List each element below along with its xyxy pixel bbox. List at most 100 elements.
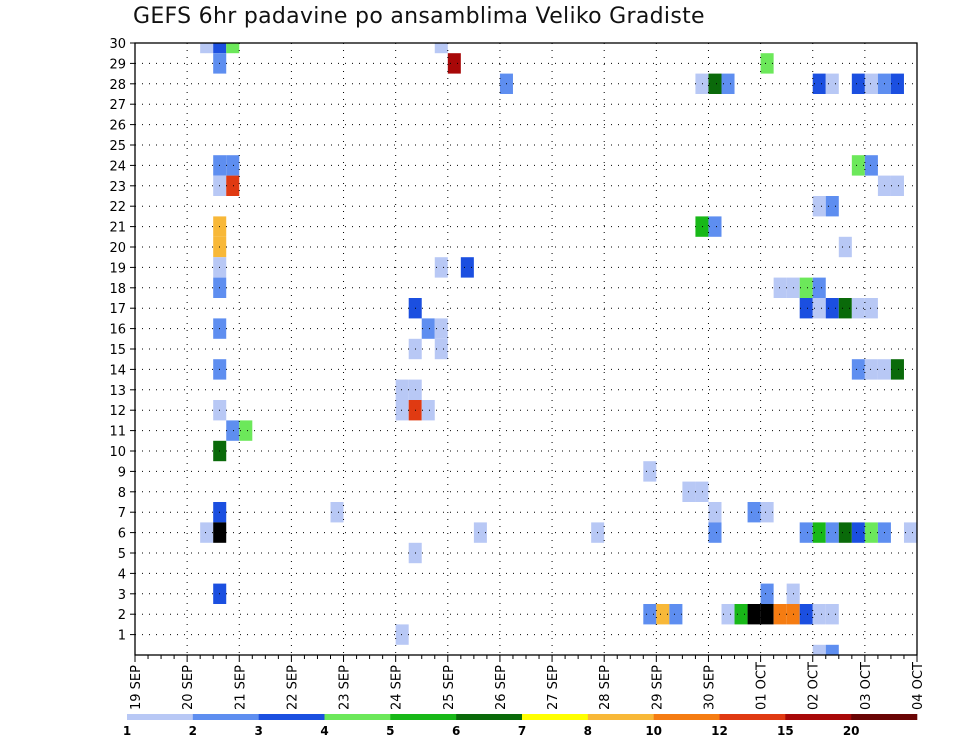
heatmap-cell (825, 196, 839, 217)
x-tick-label: 20 SEP (181, 665, 196, 710)
heatmap-cell (721, 604, 735, 625)
colorbar-segment (587, 714, 654, 720)
heatmap-cell (799, 604, 813, 625)
colorbar-segment (719, 714, 786, 720)
heatmap-cell (864, 298, 878, 319)
heatmap-cell (395, 624, 409, 645)
x-tick-label: 04 OCT (911, 662, 926, 710)
y-tick-label: 6 (118, 527, 126, 542)
x-tick-label: 03 OCT (859, 662, 874, 710)
colorbar-label: 1 (123, 724, 131, 738)
heatmap-cell (643, 461, 657, 482)
heatmap-cell (226, 175, 240, 196)
heatmap-cell (864, 73, 878, 94)
heatmap-cell (760, 53, 774, 74)
x-tick-label: 29 SEP (650, 665, 665, 710)
y-tick-label: 23 (109, 180, 126, 195)
x-tick-label: 19 SEP (129, 665, 144, 710)
heatmap-cell (838, 236, 852, 258)
heatmap-cell (812, 298, 826, 319)
colorbar-label: 3 (254, 724, 262, 738)
y-tick-label: 5 (118, 547, 126, 562)
x-axis: 19 SEP 20 SEP 21 SEP 22 SEP 23 SEP 24 SEP 25 S… (129, 655, 926, 710)
heatmap-cell (851, 73, 865, 94)
y-tick-label: 4 (118, 567, 126, 582)
heatmap-cell (421, 318, 435, 339)
heatmap-cell (434, 338, 448, 360)
heatmap-cell (799, 522, 813, 543)
colorbar-segment (127, 714, 194, 720)
colorbar-label: 15 (777, 724, 794, 738)
heatmap-cell (812, 73, 826, 94)
heatmap-cell (395, 400, 409, 421)
y-tick-label: 12 (109, 404, 126, 419)
x-tick-label: 24 SEP (390, 665, 405, 710)
heatmap-cell (812, 522, 826, 543)
heatmap-cell (760, 604, 774, 625)
colorbar-segment (522, 714, 589, 720)
heatmap-cell (812, 277, 826, 298)
heatmap-cell (890, 359, 904, 380)
heatmap-cell (773, 277, 787, 298)
y-tick-label: 3 (118, 588, 126, 603)
heatmap-cell (799, 277, 813, 298)
heatmap-cell (669, 604, 683, 625)
heatmap-cell (200, 522, 214, 543)
y-tick-label: 2 (118, 608, 126, 623)
chart-title: GEFS 6hr padavine po ansamblima Veliko G… (133, 4, 705, 29)
colorbar-label: 8 (584, 724, 592, 738)
heatmap-cell (330, 502, 344, 523)
heatmap-cell (643, 604, 657, 625)
x-tick-label: 02 OCT (807, 662, 822, 710)
plot-frame (134, 42, 918, 656)
heatmap-cell (760, 583, 774, 604)
heatmap-cell (747, 502, 761, 523)
heatmap-cell (812, 604, 826, 625)
colorbar-segment (653, 714, 720, 720)
colorbar-legend: 1 2 3 4 5 6 7 8 10 12 15 20 (123, 714, 918, 738)
x-tick-label: 27 SEP (546, 665, 561, 710)
x-tick-label: 30 SEP (703, 665, 718, 710)
y-tick-label: 25 (109, 139, 126, 154)
heatmap-cell (447, 53, 461, 74)
colorbar-segment (324, 714, 391, 720)
y-tick-label: 24 (109, 159, 126, 174)
heatmap-cell (760, 502, 774, 523)
y-axis: 1234567891011121314151617181920212223242… (109, 37, 135, 644)
colorbar-segment (785, 714, 852, 720)
y-tick-label: 27 (109, 98, 126, 113)
heatmap-cell (460, 257, 474, 278)
heatmap-cell (213, 43, 227, 54)
gridlines (135, 42, 917, 655)
heatmap-cell (851, 298, 865, 319)
y-tick-label: 18 (109, 282, 126, 297)
y-tick-label: 22 (109, 200, 126, 215)
heatmap-cell (747, 604, 761, 625)
colorbar-label: 10 (645, 724, 662, 738)
heatmap-cell (473, 522, 487, 543)
x-tick-label: 28 SEP (598, 665, 613, 710)
y-tick-label: 13 (109, 384, 126, 399)
heatmap-cell (708, 73, 722, 94)
heatmap-cell (200, 43, 214, 54)
y-tick-label: 15 (109, 343, 126, 358)
y-tick-label: 11 (109, 425, 126, 440)
heatmap-cell (395, 379, 409, 400)
colorbar-label: 4 (320, 724, 328, 738)
heatmap-cell (434, 43, 448, 54)
heatmap-cell (226, 155, 240, 176)
colorbar-label: 5 (386, 724, 394, 738)
heatmap-cell (812, 644, 826, 655)
heatmap-cell (825, 298, 839, 319)
heatmap-cell (226, 43, 240, 54)
x-tick-label: 22 SEP (285, 665, 300, 710)
colorbar-segment (456, 714, 523, 720)
y-tick-label: 21 (109, 221, 126, 236)
heatmap-cell (864, 359, 878, 380)
heatmap-cell (903, 522, 917, 543)
heatmap-cell (708, 216, 722, 237)
x-tick-label: 25 SEP (442, 665, 457, 710)
heatmap-cell (812, 196, 826, 217)
x-tick-label: 21 SEP (233, 665, 248, 710)
heatmap-cell (434, 257, 448, 278)
